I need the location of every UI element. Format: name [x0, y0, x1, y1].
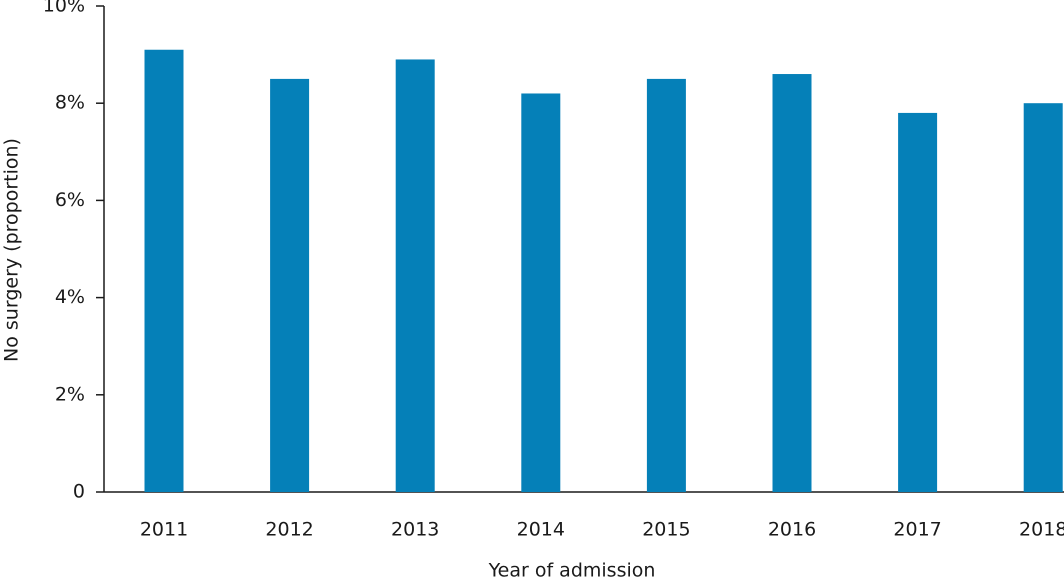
y-tick-label: 8% [55, 92, 85, 114]
bar [395, 59, 435, 493]
bar [521, 93, 561, 492]
x-tick-label: 2016 [768, 519, 816, 541]
y-tick-label: 4% [55, 286, 85, 308]
x-tick-label: 2014 [517, 519, 565, 541]
y-tick-label: 2% [55, 383, 85, 405]
bar [772, 74, 812, 492]
bar [270, 78, 310, 493]
x-tick-label: 2011 [140, 519, 188, 541]
x-tick-label: 2017 [893, 519, 941, 541]
y-tick-label: 0 [73, 481, 85, 503]
bar [1023, 103, 1063, 492]
y-tick-label: 10% [43, 0, 85, 17]
y-tick-label: 6% [55, 189, 85, 211]
x-tick-label: 2018 [1019, 519, 1064, 541]
bar [646, 78, 686, 493]
x-tick-label: 2012 [265, 519, 313, 541]
bar [898, 112, 938, 493]
x-tick-label: 2015 [642, 519, 690, 541]
x-axis-label: Year of admission [488, 560, 656, 581]
bar [144, 49, 184, 493]
x-tick-label: 2013 [391, 519, 439, 541]
y-axis-label: No surgery (proportion) [1, 138, 23, 362]
